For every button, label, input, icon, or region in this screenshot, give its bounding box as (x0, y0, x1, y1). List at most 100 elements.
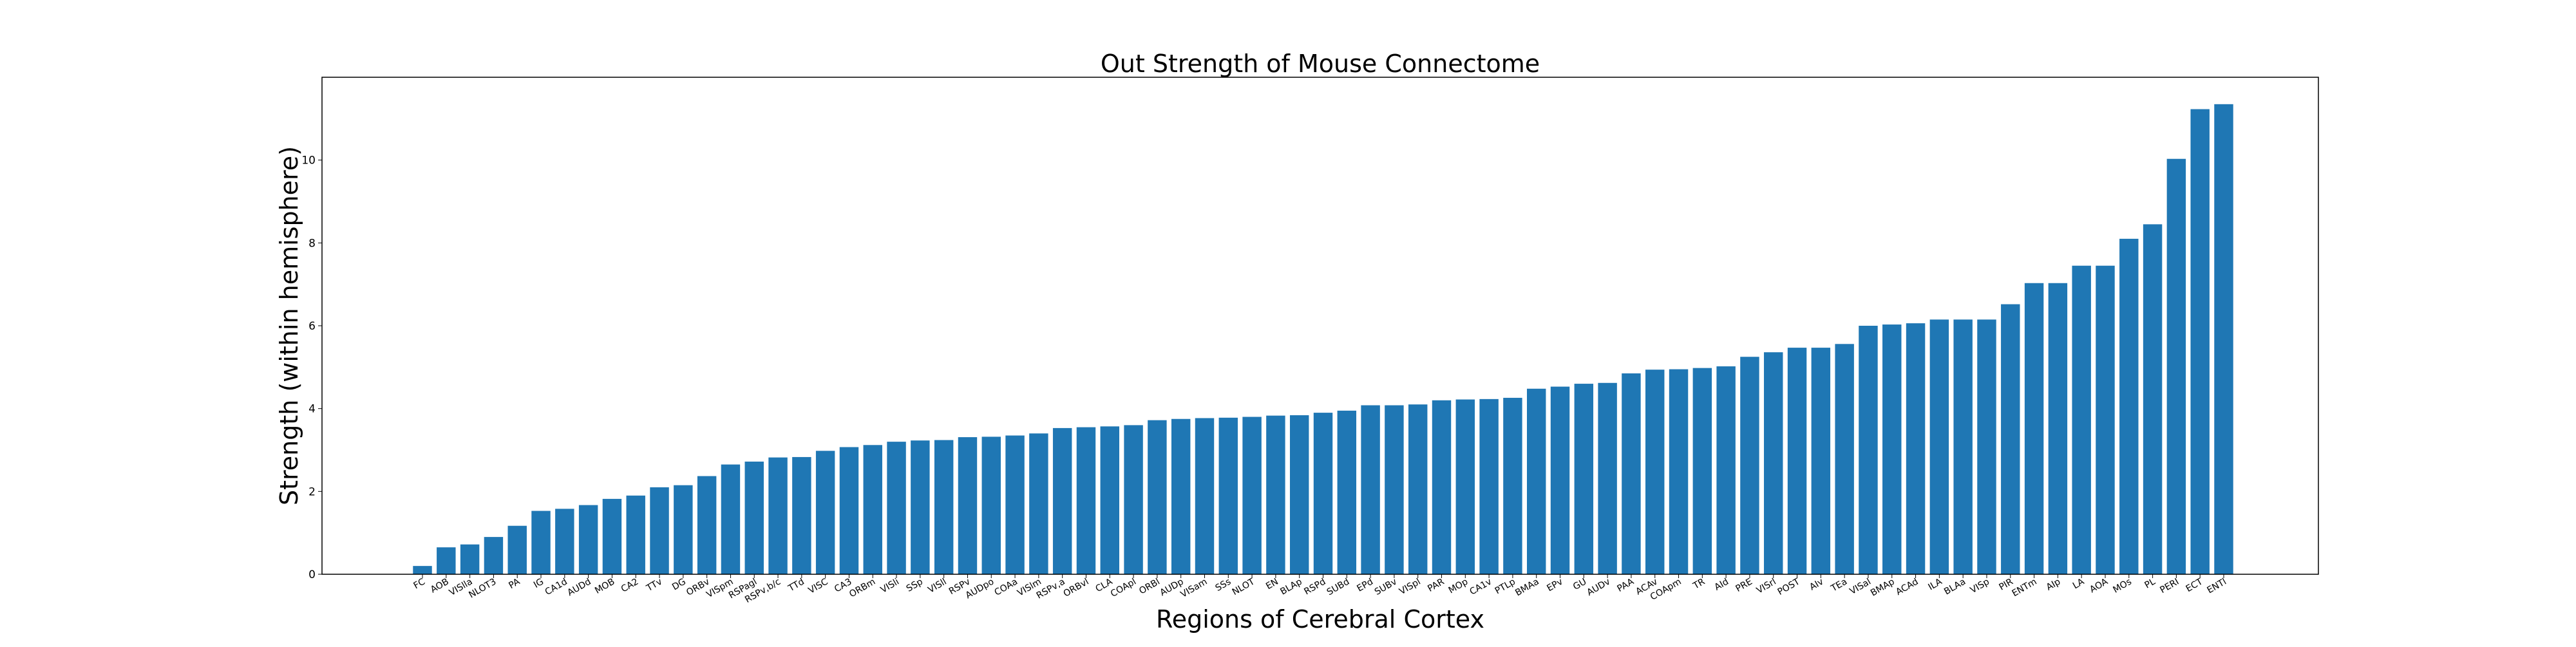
x-tick-label: VISam (1179, 577, 1209, 600)
x-tick-label: TR (1691, 576, 1707, 592)
x-tick-label: VISp (1969, 577, 1991, 596)
x-tick-label: EPv (1545, 577, 1564, 594)
x-tick-label: COApl (1109, 577, 1138, 599)
bar-TEa (1835, 344, 1854, 574)
bar-COAa (1005, 435, 1025, 574)
x-tick-label: CA2 (620, 577, 640, 595)
bar-BMAa (1527, 388, 1546, 574)
x-tick-label: BLAp (1278, 577, 1303, 597)
x-tick-label: POST (1776, 576, 1802, 597)
bar-VISpl (1408, 404, 1428, 574)
bar-ORBv (697, 476, 717, 574)
bar-DG (674, 485, 693, 574)
x-tick-label: AOA (2088, 576, 2110, 595)
plot-frame (321, 77, 2319, 575)
bar-GU (1574, 384, 1594, 574)
bar-CA1v (1479, 399, 1499, 574)
bar-TR (1692, 368, 1712, 574)
bar-ACAv (1645, 370, 1665, 574)
bar-SSp (911, 440, 930, 574)
bar-AOA (2096, 265, 2115, 574)
x-tick-label: EN (1264, 577, 1280, 592)
bar-PRE (1740, 357, 1759, 574)
bar-EN (1266, 415, 1285, 574)
bar-VISrl (1764, 352, 1783, 574)
x-tick-label: ENTl (2205, 577, 2228, 596)
x-tick-label: CA1v (1468, 577, 1493, 597)
bar-BLAp (1289, 415, 1309, 574)
bar-MOB (602, 498, 622, 574)
bar-BMAp (1882, 324, 1902, 574)
x-tick-label: LA (2071, 576, 2087, 591)
bar-CA3 (839, 447, 859, 574)
bar-PAR (1432, 400, 1452, 574)
x-tick-label: ORBm (848, 577, 877, 600)
bar-SSs (1218, 417, 1238, 574)
x-tick-label: NLOT3 (467, 577, 498, 601)
bar-PIR (2001, 304, 2020, 574)
y-tick-label: 2 (308, 485, 316, 498)
bar-AUDpo (981, 436, 1001, 574)
x-tick-label: ACAd (1894, 577, 1920, 598)
bar-MOp (1455, 399, 1475, 574)
bar-FC (413, 566, 432, 574)
bar-RSPagl (744, 462, 764, 574)
bar-TTv (650, 487, 669, 574)
y-tick-label: 8 (308, 237, 316, 250)
bar-VISpm (721, 464, 741, 574)
bar-NLOT3 (484, 537, 504, 574)
x-tick-label: PAR (1426, 576, 1446, 594)
bar-ORBl (1148, 420, 1167, 574)
x-tick-label: TTv (644, 577, 664, 594)
x-tick-label: ORBl (1137, 577, 1162, 597)
bar-EPv (1550, 386, 1570, 574)
x-tick-label: MOB (593, 577, 616, 596)
bar-VISli (887, 442, 906, 574)
bar-AIp (2048, 283, 2068, 574)
x-tick-label: PAA (1615, 576, 1636, 594)
bar-SUBv (1385, 405, 1404, 574)
bar-CLA (1100, 426, 1119, 574)
bar-ENTm (2024, 283, 2044, 574)
bar-NLOT (1242, 417, 1262, 574)
x-tick-label: FC (412, 576, 428, 591)
bar-MOs (2119, 238, 2139, 574)
bar-CA2 (626, 495, 645, 574)
bar-VISlla (460, 544, 480, 574)
x-tick-label: SSs (1214, 577, 1233, 594)
bar-VISam (1195, 418, 1215, 574)
bar-RSPv,a (1052, 427, 1072, 574)
bar-CA1d (555, 509, 574, 574)
bar-VISlm (1029, 433, 1048, 574)
bar-SUBd (1337, 410, 1357, 574)
y-axis-label: Strength (within hemisphere) (275, 146, 303, 505)
bar-TTd (792, 456, 811, 574)
x-tick-label: RSPd (1302, 577, 1327, 597)
x-tick-label: ORBvl (1062, 577, 1091, 599)
y-tick-label: 10 (301, 155, 316, 167)
x-tick-label: TEa (1829, 577, 1849, 594)
x-tick-label: ENTm (2011, 577, 2039, 599)
bar-PTLp (1503, 397, 1522, 574)
bar-PERI (2166, 158, 2186, 575)
chart-title: Out Strength of Mouse Connectome (1101, 50, 1540, 78)
bar-RSPv,b/c (768, 457, 788, 574)
x-tick-label: COAa (993, 577, 1020, 598)
bar-VISp (1977, 319, 1996, 574)
y-tick-label: 0 (308, 568, 316, 581)
bar-ENTl (2214, 104, 2233, 574)
bars-group (413, 104, 2233, 575)
bar-IG (531, 511, 551, 574)
bar-EPd (1361, 405, 1380, 574)
x-tick-label: VISrl (1755, 577, 1778, 596)
bar-AIv (1811, 348, 1831, 574)
bar-ORBm (863, 445, 882, 574)
x-tick-label: VISpl (1397, 577, 1423, 597)
x-tick-label: NLOT (1231, 576, 1257, 597)
x-axis-label: Regions of Cerebral Cortex (1156, 605, 1484, 633)
bar-ECT (2190, 109, 2210, 575)
x-tick-label: PL (2143, 577, 2157, 591)
x-tick-label: AIv (1808, 577, 1825, 593)
